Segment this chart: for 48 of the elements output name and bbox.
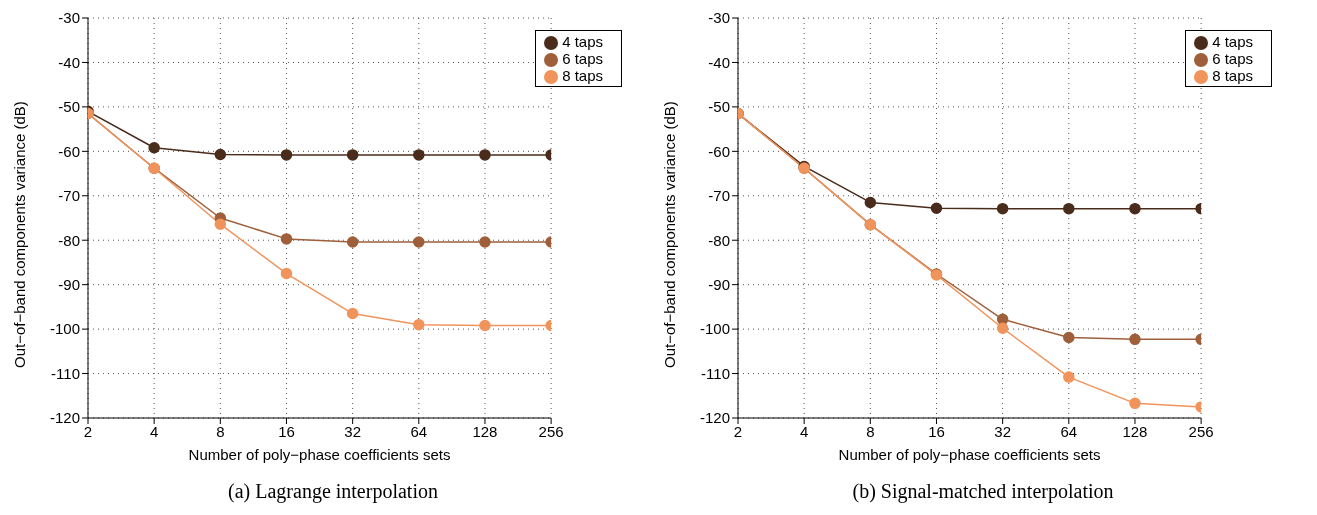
x-tick-label: 4	[799, 422, 809, 440]
legend-label: 6 taps	[1212, 50, 1253, 68]
x-tick-label: 4	[149, 422, 159, 440]
y-tick-label: -120	[49, 409, 80, 427]
y-tick-label: -60	[708, 142, 730, 160]
y-tick-label: -60	[58, 142, 80, 160]
x-tick-label: 16	[928, 422, 945, 440]
x-tick-label: 64	[1060, 422, 1078, 440]
y-tick-label: -100	[49, 320, 80, 338]
y-axis-title: Out−of−band components variance (dB)	[11, 101, 29, 368]
y-tick-label: -80	[58, 231, 80, 249]
x-tick-label: 64	[410, 422, 428, 440]
y-tick-label: -100	[699, 320, 730, 338]
x-axis-title: Number of poly−phase coefficients sets	[838, 446, 1101, 463]
x-tick-label: 32	[344, 422, 361, 440]
x-tick-label: 8	[866, 422, 875, 440]
legend-label: 8 taps	[1212, 67, 1253, 85]
legend-label: 6 taps	[562, 50, 603, 68]
x-tick-label: 32	[994, 422, 1011, 440]
y-tick-label: -80	[708, 231, 730, 249]
y-tick-label: -90	[58, 275, 80, 293]
y-tick-label: -120	[699, 409, 730, 427]
y-tick-label: -40	[58, 53, 80, 71]
legend-label: 4 taps	[562, 33, 603, 50]
x-tick-label: 128	[472, 422, 498, 440]
y-tick-label: -110	[701, 364, 730, 382]
text: (a) Lagrange interpolation	[227, 480, 439, 503]
x-tick-label: 128	[1122, 422, 1148, 440]
y-tick-label: -40	[708, 53, 730, 71]
y-tick-label: -50	[708, 98, 730, 116]
x-tick-label: 256	[1188, 422, 1214, 440]
x-tick-label: 16	[278, 422, 295, 440]
legend-label: 4 taps	[1212, 33, 1253, 50]
x-axis-title: Number of poly−phase coefficients sets	[188, 446, 451, 463]
y-axis-title: Out−of−band components variance (dB)	[661, 101, 679, 368]
y-tick-label: -30	[58, 9, 80, 27]
x-tick-label: 2	[733, 422, 743, 440]
y-tick-label: -30	[708, 9, 730, 27]
x-tick-label: 2	[83, 422, 93, 440]
x-tick-label: 256	[538, 422, 564, 440]
y-tick-label: -70	[58, 187, 80, 205]
y-tick-label: -110	[51, 364, 80, 382]
x-tick-label: 8	[216, 422, 225, 440]
legend-label: 8 taps	[562, 67, 603, 85]
y-tick-label: -50	[58, 98, 80, 116]
y-tick-label: -90	[708, 275, 730, 293]
y-tick-label: -70	[708, 187, 730, 205]
text: (b) Signal-matched interpolation	[851, 480, 1115, 503]
